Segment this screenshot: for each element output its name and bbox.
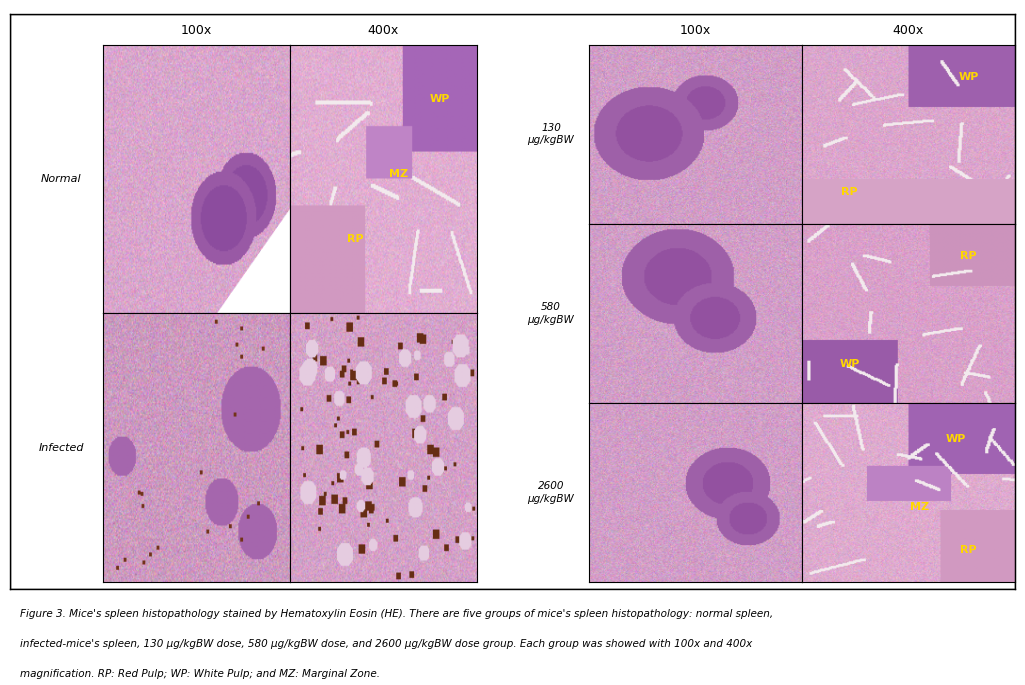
Text: infected-mice's spleen, 130 µg/kgBW dose, 580 µg/kgBW dose, and 2600 µg/kgBW dos: infected-mice's spleen, 130 µg/kgBW dose…: [20, 638, 752, 649]
Text: RP: RP: [347, 234, 364, 244]
Text: WP: WP: [958, 72, 979, 82]
Text: Normal: Normal: [41, 174, 82, 184]
Text: WP: WP: [945, 434, 966, 445]
Text: Figure 3. Mice's spleen histopathology stained by Hematoxylin Eosin (HE). There : Figure 3. Mice's spleen histopathology s…: [20, 610, 774, 619]
Text: WP: WP: [839, 359, 860, 369]
Text: Infected: Infected: [39, 443, 84, 453]
Text: 2600
µg/kgBW: 2600 µg/kgBW: [528, 482, 574, 504]
Text: RP: RP: [960, 251, 977, 262]
Text: magnification. RP: Red Pulp; WP: White Pulp; and MZ: Marginal Zone.: magnification. RP: Red Pulp; WP: White P…: [20, 669, 380, 679]
Text: 400x: 400x: [893, 25, 924, 37]
Text: MZ: MZ: [910, 502, 929, 512]
Text: 100x: 100x: [681, 25, 711, 37]
Text: 400x: 400x: [368, 25, 399, 37]
Text: 100x: 100x: [180, 25, 211, 37]
Text: 580
µg/kgBW: 580 µg/kgBW: [528, 302, 574, 325]
Text: RP: RP: [842, 187, 858, 197]
Text: MZ: MZ: [388, 169, 408, 179]
Text: RP: RP: [960, 545, 977, 556]
FancyBboxPatch shape: [10, 14, 1015, 589]
Text: 130
µg/kgBW: 130 µg/kgBW: [528, 123, 574, 145]
Text: WP: WP: [429, 94, 450, 104]
